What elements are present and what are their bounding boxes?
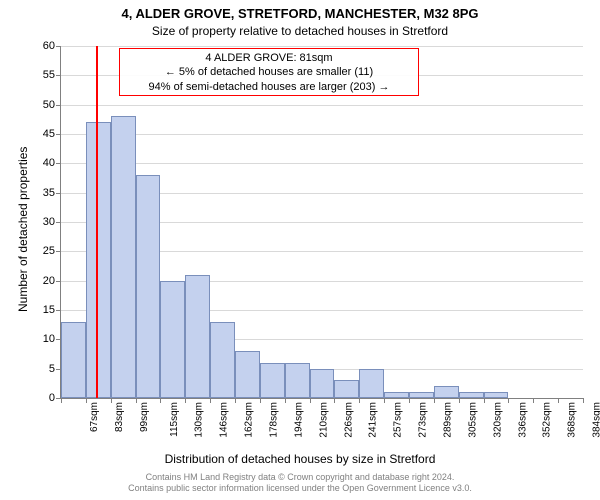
x-tick-label: 83sqm [114, 402, 125, 432]
histogram-bar [459, 392, 484, 398]
grid-line [61, 105, 583, 106]
x-tick-mark [334, 398, 335, 403]
histogram-bar [235, 351, 260, 398]
annotation-line: 94% of semi-detached houses are larger (… [124, 80, 414, 94]
y-tick-label: 10 [43, 333, 61, 345]
y-tick-label: 30 [43, 216, 61, 228]
histogram-bar [160, 281, 185, 398]
license-line: Contains public sector information licen… [128, 483, 472, 493]
x-tick-label: 241sqm [368, 402, 379, 438]
x-tick-mark [185, 398, 186, 403]
x-tick-mark [285, 398, 286, 403]
x-tick-mark [508, 398, 509, 403]
histogram-bar [185, 275, 210, 398]
histogram-bar [384, 392, 409, 398]
y-tick-label: 60 [43, 40, 61, 52]
x-tick-mark [583, 398, 584, 403]
y-axis-label: Number of detached properties [16, 147, 30, 312]
x-tick-label: 305sqm [467, 402, 478, 438]
license-text: Contains HM Land Registry data © Crown c… [0, 472, 600, 495]
annotation-line: ← 5% of detached houses are smaller (11) [124, 65, 414, 79]
x-tick-mark [310, 398, 311, 403]
figure: { "title": {"text": "4, ALDER GROVE, STR… [0, 0, 600, 500]
grid-line [61, 46, 583, 47]
x-tick-label: 257sqm [393, 402, 404, 438]
x-tick-label: 289sqm [443, 402, 454, 438]
y-tick-label: 35 [43, 187, 61, 199]
y-tick-label: 25 [43, 245, 61, 257]
x-tick-mark [111, 398, 112, 403]
x-tick-mark [210, 398, 211, 403]
x-tick-mark [558, 398, 559, 403]
x-tick-label: 178sqm [269, 402, 280, 438]
y-tick-label: 5 [49, 363, 61, 375]
x-tick-label: 67sqm [89, 402, 100, 432]
grid-line [61, 134, 583, 135]
x-tick-label: 130sqm [194, 402, 205, 438]
x-tick-label: 273sqm [418, 402, 429, 438]
y-tick-label: 15 [43, 304, 61, 316]
x-tick-label: 115sqm [168, 402, 179, 437]
x-axis-label: Distribution of detached houses by size … [0, 452, 600, 466]
histogram-bar [310, 369, 335, 398]
x-tick-label: 194sqm [293, 402, 304, 438]
x-tick-label: 384sqm [592, 402, 600, 438]
x-tick-label: 320sqm [492, 402, 503, 438]
histogram-bar [136, 175, 161, 398]
y-tick-label: 50 [43, 99, 61, 111]
x-tick-mark [61, 398, 62, 403]
x-tick-mark [434, 398, 435, 403]
x-tick-mark [260, 398, 261, 403]
license-line: Contains HM Land Registry data © Crown c… [146, 472, 455, 482]
y-tick-label: 0 [49, 392, 61, 404]
histogram-bar [359, 369, 384, 398]
x-tick-label: 226sqm [343, 402, 354, 438]
grid-line [61, 163, 583, 164]
property-marker-line [96, 46, 98, 398]
histogram-bar [334, 380, 359, 398]
plot-area: 05101520253035404550556067sqm83sqm99sqm1… [60, 46, 583, 399]
histogram-bar [210, 322, 235, 398]
x-tick-mark [459, 398, 460, 403]
histogram-bar [434, 386, 459, 398]
x-tick-label: 210sqm [318, 402, 329, 438]
x-tick-mark [533, 398, 534, 403]
x-tick-label: 146sqm [219, 402, 230, 438]
x-tick-mark [359, 398, 360, 403]
annotation-line: 4 ALDER GROVE: 81sqm [124, 51, 414, 65]
x-tick-label: 99sqm [139, 402, 150, 432]
x-tick-mark [484, 398, 485, 403]
y-tick-label: 55 [43, 69, 61, 81]
x-tick-mark [409, 398, 410, 403]
x-tick-label: 162sqm [244, 402, 255, 438]
x-tick-label: 336sqm [517, 402, 528, 438]
x-tick-mark [160, 398, 161, 403]
histogram-bar [260, 363, 285, 398]
chart-subtitle: Size of property relative to detached ho… [0, 24, 600, 38]
histogram-bar [409, 392, 434, 398]
x-tick-mark [384, 398, 385, 403]
histogram-bar [86, 122, 111, 398]
y-tick-label: 20 [43, 275, 61, 287]
property-annotation: 4 ALDER GROVE: 81sqm← 5% of detached hou… [119, 48, 419, 96]
histogram-bar [61, 322, 86, 398]
x-tick-mark [136, 398, 137, 403]
x-tick-mark [86, 398, 87, 403]
histogram-bar [285, 363, 310, 398]
chart-title: 4, ALDER GROVE, STRETFORD, MANCHESTER, M… [0, 6, 600, 21]
y-tick-label: 40 [43, 157, 61, 169]
y-tick-label: 45 [43, 128, 61, 140]
x-tick-mark [235, 398, 236, 403]
x-tick-label: 368sqm [567, 402, 578, 438]
histogram-bar [484, 392, 509, 398]
histogram-bar [111, 116, 136, 398]
x-tick-label: 352sqm [542, 402, 553, 438]
